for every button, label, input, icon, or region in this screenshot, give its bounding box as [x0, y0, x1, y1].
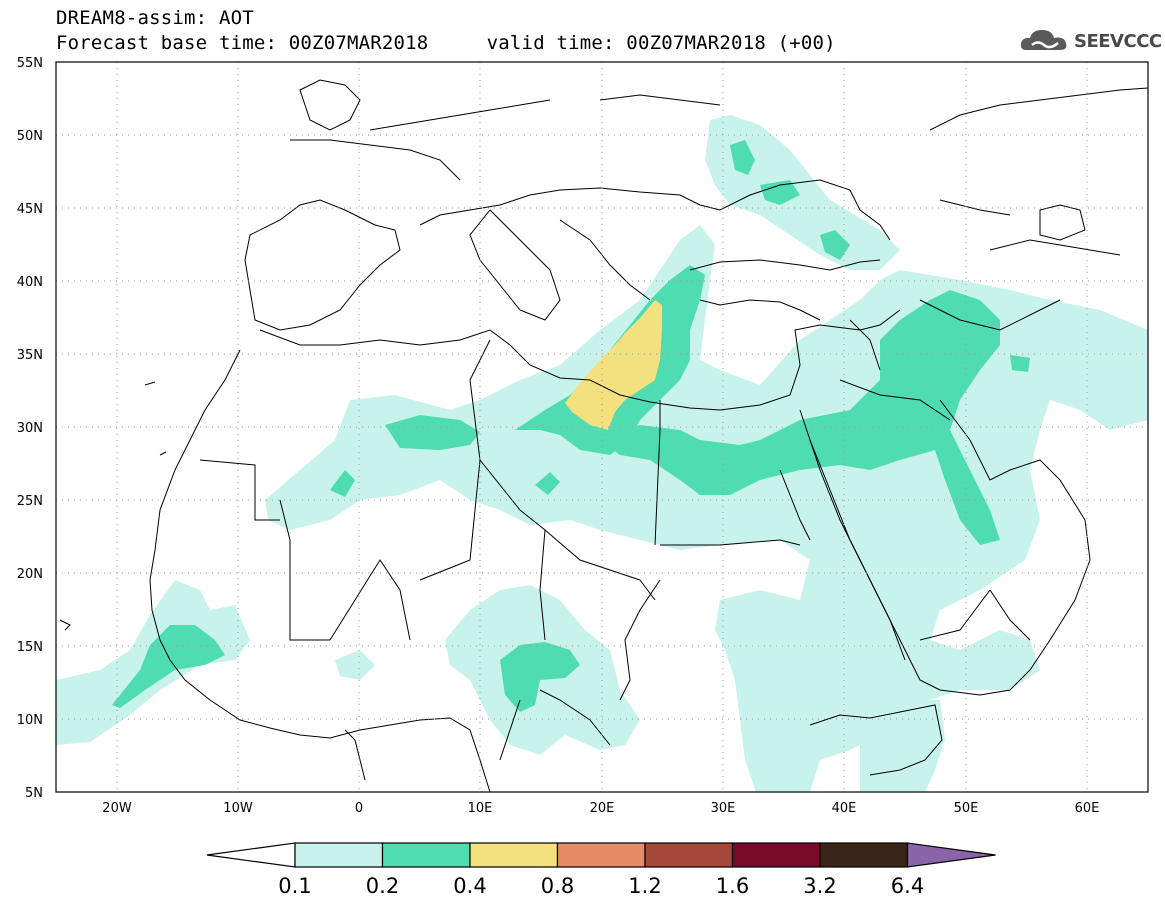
colorbar-box	[381, 842, 471, 868]
lat-label: 55N	[17, 56, 43, 71]
lat-label: 5N	[25, 786, 43, 801]
lon-label: 50E	[954, 801, 979, 816]
colorbar-over-triangle	[906, 842, 996, 868]
colorbar-labels: 0.1 0.2 0.4 0.8 1.2 1.6 3.2 6.4	[278, 874, 924, 898]
lon-label: 20E	[590, 801, 615, 816]
lat-label: 10N	[17, 713, 43, 728]
brand-logo: SEEVCCC	[1018, 24, 1162, 58]
lat-label: 15N	[17, 640, 43, 655]
map-frame	[55, 61, 1149, 793]
coastlines-borders	[59, 79, 1148, 792]
colorbar-level-label: 6.4	[891, 874, 924, 898]
colorbar-level-label: 0.8	[541, 874, 574, 898]
longitude-labels: 20W 10W 0 10E 20E 30E 40E 50E 60E	[102, 801, 1099, 816]
lon-label: 30E	[711, 801, 736, 816]
forecast-time-subtitle: Forecast base time: 00Z07MAR2018 valid t…	[56, 32, 836, 54]
colorbar-level-label: 1.6	[716, 874, 749, 898]
colorbar-level-label: 0.1	[278, 874, 311, 898]
lon-label: 20W	[102, 801, 132, 816]
lat-label: 50N	[17, 129, 43, 144]
lat-label: 30N	[17, 421, 43, 436]
colorbar-under-triangle	[206, 842, 296, 868]
cloud-logo-icon	[1020, 30, 1067, 50]
lat-label: 20N	[17, 567, 43, 582]
lon-label: 10E	[468, 801, 493, 816]
lat-label: 25N	[17, 494, 43, 509]
colorbar-box	[469, 842, 559, 868]
map-title: DREAM8-assim: AOT	[56, 7, 254, 29]
brand-name: SEEVCCC	[1074, 31, 1162, 52]
latitude-labels: 55N 50N 45N 40N 35N 30N 25N 20N 15N 10N …	[17, 56, 43, 801]
lat-label: 35N	[17, 348, 43, 363]
colorbar-box	[294, 842, 384, 868]
colorbar-level-label: 1.2	[628, 874, 661, 898]
colorbar-level-label: 0.4	[453, 874, 486, 898]
graticule	[56, 62, 1148, 792]
lat-label: 40N	[17, 275, 43, 290]
colorbar-level-label: 0.2	[366, 874, 399, 898]
colorbar-boxes	[206, 842, 996, 868]
colorbar-box	[644, 842, 734, 868]
colorbar-box	[731, 842, 821, 868]
aot-high-layer	[565, 300, 662, 430]
lon-label: 10W	[223, 801, 253, 816]
lon-label: 60E	[1075, 801, 1100, 816]
lon-label: 40E	[832, 801, 857, 816]
colorbar-box	[556, 842, 646, 868]
lon-label: 0	[355, 801, 363, 816]
lat-label: 45N	[17, 202, 43, 217]
colorbar-box	[819, 842, 909, 868]
colorbar-level-label: 3.2	[803, 874, 836, 898]
